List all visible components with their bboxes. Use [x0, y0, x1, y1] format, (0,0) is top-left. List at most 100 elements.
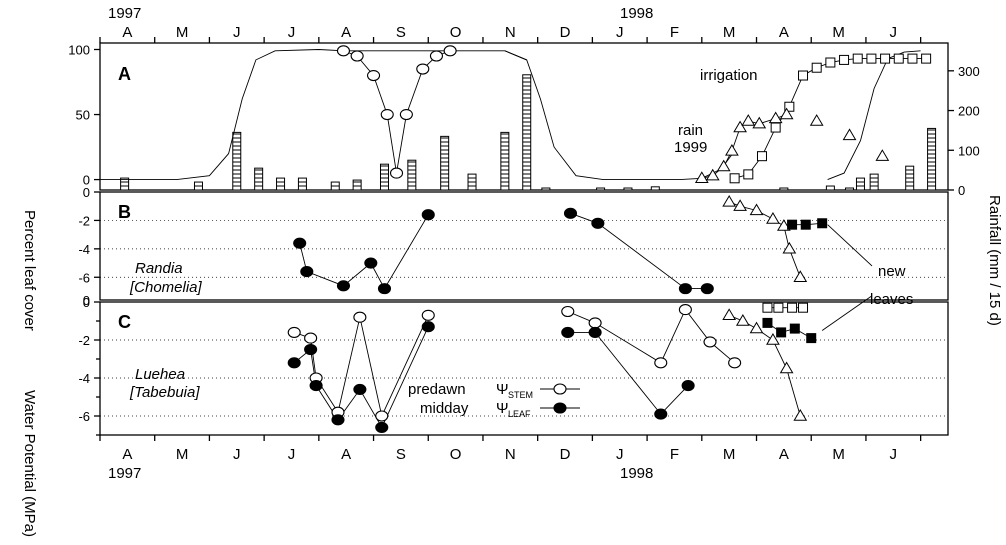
y-tick-label-c: -2 — [78, 333, 90, 348]
rainfall-bar — [869, 173, 879, 191]
x-tick-label-bottom: J — [890, 446, 898, 463]
leaf-cover-point — [429, 50, 444, 62]
luehea-midday-point — [561, 326, 575, 338]
y-tick-label-c: -6 — [78, 409, 90, 424]
y-tick-label-b: 0 — [83, 185, 90, 200]
x-tick-label-top: M — [832, 24, 845, 41]
x-tick-label-bottom: D — [560, 446, 571, 463]
irrigation-point — [893, 53, 904, 64]
y-tick-label-a: 100 — [68, 43, 90, 58]
luehea-midday-point — [304, 343, 318, 356]
rainfall-bar — [232, 131, 242, 191]
rainfall-bar — [193, 181, 203, 191]
luehea-open-square-point — [798, 302, 809, 313]
luehea-midday-line-1998 — [567, 331, 689, 415]
y-tick-label-right: 200 — [958, 104, 980, 119]
leaf-cover-point — [350, 50, 364, 62]
x-tick-label-bottom: S — [396, 446, 406, 463]
rainfall-bar — [467, 173, 477, 191]
leaf-cover-line-rise-1997 — [100, 49, 527, 181]
rain-1999-point — [809, 114, 824, 126]
legend: predawn Ψ STEM midday Ψ LEAF — [408, 381, 580, 419]
randia-square-point — [800, 219, 811, 230]
randia-triangle-point — [749, 203, 764, 216]
irrigation-point — [852, 53, 863, 64]
legend-predawn-label: predawn — [408, 381, 466, 398]
x-tick-label-top: F — [670, 24, 679, 41]
x-tick-label-top: M — [723, 24, 736, 41]
luehea-triangle-point — [766, 333, 780, 345]
rainfall-bar — [927, 127, 937, 191]
rainfall-bar — [254, 167, 264, 191]
y-tick-label-right: 300 — [958, 64, 980, 79]
new-leaves-pointer-b — [827, 224, 873, 267]
legend-predawn-sub: STEM — [508, 390, 533, 400]
x-tick-label-top: O — [450, 24, 462, 41]
irrigation-point — [756, 151, 767, 162]
luehea-triangle-point — [779, 361, 794, 374]
x-tick-label-bottom: J — [288, 446, 296, 463]
randia-midday-point — [364, 257, 378, 269]
rainfall-bar — [779, 187, 789, 191]
x-tick-label-top: J — [288, 24, 296, 41]
luehea-triangle-point — [793, 409, 808, 421]
x-tick-label-top: N — [505, 24, 516, 41]
luehea-filled-square-line — [767, 322, 812, 339]
randia-midday-line-1998 — [570, 212, 708, 290]
rainfall-bar — [500, 131, 510, 191]
panel-frame-b — [99, 191, 949, 301]
species-label-randia: Randia — [135, 260, 183, 277]
y-tick-label-b: -4 — [78, 242, 90, 257]
rain-1999-point — [752, 116, 767, 129]
species-label-luehea: Luehea — [135, 366, 185, 383]
luehea-predawn-point — [304, 332, 318, 344]
rain-1999-point — [725, 143, 739, 156]
luehea-midday-point — [654, 408, 668, 420]
randia-triangle-point — [733, 199, 747, 211]
new-leaves-pointer-c — [821, 295, 873, 331]
luehea-predawn-point — [561, 305, 575, 318]
luehea-midday-point — [421, 321, 435, 333]
randia-midday-point — [700, 283, 714, 295]
leaf-cover-line-rise-1998 — [827, 50, 921, 181]
luehea-filled-square-point — [762, 317, 773, 328]
year-label-bottom-1998: 1998 — [620, 465, 653, 482]
year-label-bottom-1997: 1997 — [108, 465, 141, 482]
luehea-open-square-point — [787, 302, 798, 313]
luehea-predawn-point — [287, 326, 301, 338]
luehea-predawn-point — [421, 309, 435, 321]
rainfall-bar — [541, 187, 551, 191]
legend-midday-sub: LEAF — [508, 409, 531, 419]
luehea-midday-point — [588, 326, 602, 338]
randia-midday-point — [591, 217, 605, 229]
y-tick-label-b: -2 — [78, 213, 90, 228]
legend-predawn-marker — [553, 383, 567, 395]
x-tick-label-top: S — [396, 24, 406, 41]
randia-midday-point — [300, 266, 314, 278]
leaf-cover-point — [399, 108, 413, 121]
x-tick-label-bottom: N — [505, 446, 516, 463]
x-tick-label-bottom: O — [450, 446, 462, 463]
x-tick-label-bottom: A — [341, 446, 351, 463]
luehea-midday-point — [309, 380, 323, 392]
rainfall-bar — [623, 187, 633, 191]
x-tick-label-top: J — [233, 24, 241, 41]
x-tick-label-top: M — [176, 24, 189, 41]
randia-triangle-line — [729, 201, 801, 278]
rain-1999-point — [694, 171, 709, 183]
y-axis-left-label: Percent leaf cover — [21, 210, 38, 331]
irrigation-point — [743, 169, 754, 180]
randia-square-point — [787, 219, 798, 230]
legend-midday-label: midday — [420, 400, 469, 417]
luehea-predawn-point — [375, 410, 389, 422]
x-tick-label-bottom: A — [122, 446, 132, 463]
irrigation-point — [784, 101, 795, 112]
randia-midday-point — [293, 237, 307, 249]
luehea-midday-point — [375, 421, 389, 433]
randia-triangle-point — [766, 212, 780, 224]
new-leaves-line1: new — [878, 263, 906, 280]
y-axis-right-label: Rainfall (mm / 15 d) — [986, 195, 1003, 326]
rainfall-bar — [407, 159, 417, 191]
rain-1999-point — [741, 114, 756, 126]
randia-midday-point — [336, 280, 351, 292]
